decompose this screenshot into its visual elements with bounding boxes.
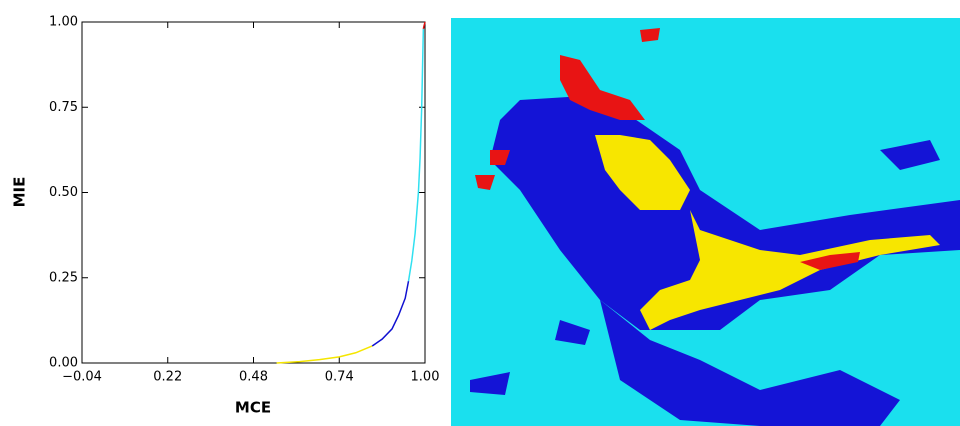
plot-frame (81, 21, 426, 364)
x-tick-label: 0.48 (239, 370, 268, 385)
curve-segment (276, 345, 373, 364)
y-tick-label: 1.00 (49, 15, 78, 30)
x-tick-label: 0.74 (325, 370, 354, 385)
y-tick-label: 0.00 (49, 356, 78, 371)
curve-segment (407, 28, 425, 282)
y-tick-label: 0.75 (49, 100, 78, 115)
y-tick-label: 0.25 (49, 270, 78, 285)
x-tick-label: 0.22 (153, 370, 182, 385)
y-tick-label: 0.50 (49, 185, 78, 200)
curve-segment (371, 281, 410, 347)
y-axis-title: MIE (11, 177, 29, 208)
classification-map (451, 18, 960, 426)
x-tick-label: −0.04 (62, 370, 102, 385)
x-tick-label: 1.00 (411, 370, 440, 385)
curve-segment (422, 21, 426, 29)
x-axis-title: MCE (235, 399, 271, 417)
